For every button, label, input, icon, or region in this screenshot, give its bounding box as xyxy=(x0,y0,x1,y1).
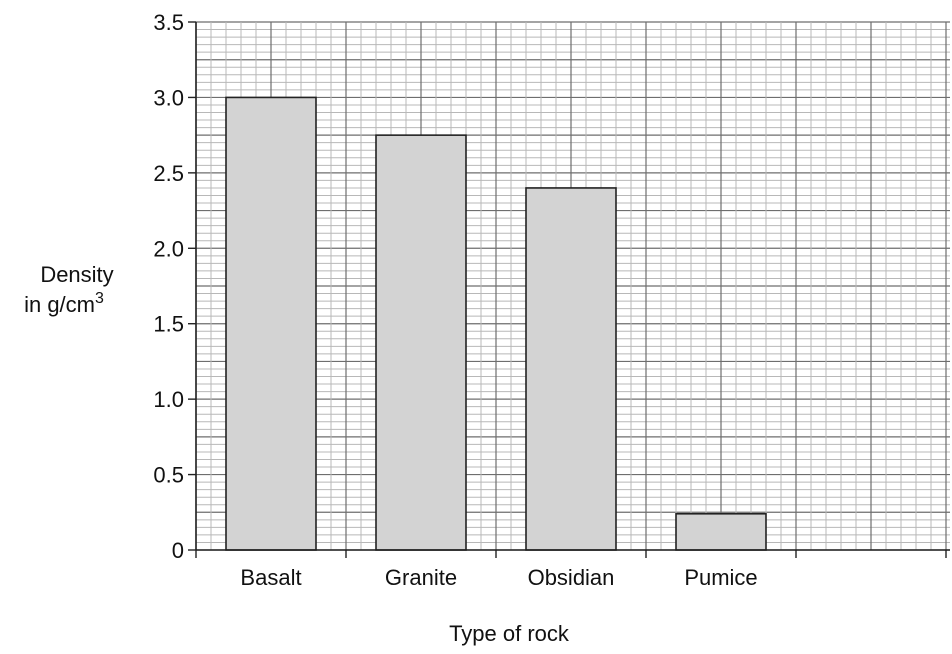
y-tick-label: 2.0 xyxy=(153,236,184,261)
y-tick-label: 2.5 xyxy=(153,161,184,186)
axes xyxy=(188,21,950,558)
x-tick-label: Granite xyxy=(385,565,457,590)
x-axis-title: Type of rock xyxy=(449,621,570,646)
x-tick-label: Pumice xyxy=(684,565,757,590)
y-axis-title-line2: in g/cm3 xyxy=(24,290,104,317)
bar-basalt xyxy=(225,96,317,551)
y-tick-label: 3.5 xyxy=(153,10,184,35)
bar-pumice xyxy=(675,512,767,551)
x-tick-label: Obsidian xyxy=(528,565,615,590)
y-tick-label: 3.0 xyxy=(153,85,184,110)
y-tick-label: 0 xyxy=(172,538,184,563)
bars xyxy=(225,96,767,551)
bar-obsidian xyxy=(525,187,617,551)
y-axis-title-exponent: 3 xyxy=(95,290,104,307)
y-axis-title-line1: Density xyxy=(40,262,113,287)
tick-labels: Basalt Granite Obsidian Pumice 0 0.5 1.0 1.5 2.0… xyxy=(153,10,757,590)
bar-granite xyxy=(375,134,467,551)
y-tick-label: 1.0 xyxy=(153,387,184,412)
x-tick-label: Basalt xyxy=(240,565,301,590)
y-axis-title-unit: in g/cm xyxy=(24,292,95,317)
y-tick-label: 0.5 xyxy=(153,463,184,488)
y-tick-label: 1.5 xyxy=(153,312,184,337)
